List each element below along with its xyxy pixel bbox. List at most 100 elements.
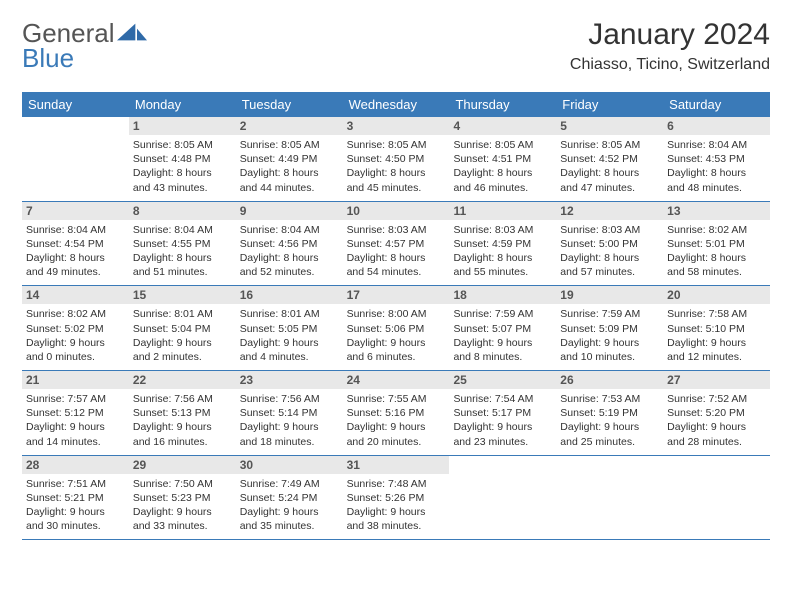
calendar-cell: 4 Sunrise: 8:05 AMSunset: 4:51 PMDaylight… <box>449 117 556 201</box>
cell-content: Sunrise: 8:03 AMSunset: 4:57 PMDaylight:… <box>347 223 446 280</box>
sunrise-text: Sunrise: 8:04 AM <box>26 223 125 237</box>
sunset-text: Sunset: 5:17 PM <box>453 406 552 420</box>
daylight-text: Daylight: 8 hours and 57 minutes. <box>560 251 659 279</box>
sunset-text: Sunset: 5:09 PM <box>560 322 659 336</box>
month-title: January 2024 <box>570 18 770 52</box>
calendar-cell: 9 Sunrise: 8:04 AMSunset: 4:56 PMDaylight… <box>236 202 343 286</box>
cell-content: Sunrise: 8:05 AMSunset: 4:51 PMDaylight:… <box>453 138 552 195</box>
week-row: 1Sunrise: 8:05 AMSunset: 4:48 PMDaylight… <box>22 117 770 202</box>
sunrise-text: Sunrise: 7:51 AM <box>26 477 125 491</box>
calendar-cell: 26 Sunrise: 7:53 AMSunset: 5:19 PMDayligh… <box>556 371 663 455</box>
daylight-text: Daylight: 9 hours and 10 minutes. <box>560 336 659 364</box>
daylight-text: Daylight: 9 hours and 35 minutes. <box>240 505 339 533</box>
date-number: 5 <box>556 117 663 135</box>
cell-content: Sunrise: 7:51 AMSunset: 5:21 PMDaylight:… <box>26 477 125 534</box>
sunset-text: Sunset: 5:21 PM <box>26 491 125 505</box>
cell-content: Sunrise: 8:04 AMSunset: 4:56 PMDaylight:… <box>240 223 339 280</box>
cell-content: Sunrise: 8:05 AMSunset: 4:48 PMDaylight:… <box>133 138 232 195</box>
brand-logo: General Blue <box>22 18 149 74</box>
sunrise-text: Sunrise: 8:05 AM <box>453 138 552 152</box>
daylight-text: Daylight: 9 hours and 25 minutes. <box>560 420 659 448</box>
sunrise-text: Sunrise: 8:05 AM <box>560 138 659 152</box>
date-number: 21 <box>22 371 129 389</box>
sunrise-text: Sunrise: 8:05 AM <box>133 138 232 152</box>
cell-content: Sunrise: 7:53 AMSunset: 5:19 PMDaylight:… <box>560 392 659 449</box>
day-header: Saturday <box>663 92 770 117</box>
date-number: 30 <box>236 456 343 474</box>
daylight-text: Daylight: 9 hours and 30 minutes. <box>26 505 125 533</box>
header-right: January 2024 Chiasso, Ticino, Switzerlan… <box>570 18 770 74</box>
cell-content: Sunrise: 8:00 AMSunset: 5:06 PMDaylight:… <box>347 307 446 364</box>
calendar-cell: 13Sunrise: 8:02 AMSunset: 5:01 PMDayligh… <box>663 202 770 286</box>
date-number: 27 <box>663 371 770 389</box>
cell-content: Sunrise: 7:58 AMSunset: 5:10 PMDaylight:… <box>667 307 766 364</box>
calendar-cell: 25Sunrise: 7:54 AMSunset: 5:17 PMDayligh… <box>449 371 556 455</box>
cell-content: Sunrise: 7:59 AMSunset: 5:07 PMDaylight:… <box>453 307 552 364</box>
sunrise-text: Sunrise: 7:54 AM <box>453 392 552 406</box>
cell-content: Sunrise: 8:03 AMSunset: 4:59 PMDaylight:… <box>453 223 552 280</box>
sunrise-text: Sunrise: 8:00 AM <box>347 307 446 321</box>
daylight-text: Daylight: 9 hours and 20 minutes. <box>347 420 446 448</box>
cell-content: Sunrise: 7:50 AMSunset: 5:23 PMDaylight:… <box>133 477 232 534</box>
cell-content: Sunrise: 8:01 AMSunset: 5:05 PMDaylight:… <box>240 307 339 364</box>
sunset-text: Sunset: 4:53 PM <box>667 152 766 166</box>
date-number: 18 <box>449 286 556 304</box>
location-subtitle: Chiasso, Ticino, Switzerland <box>570 56 770 74</box>
brand-sail-icon <box>115 22 149 42</box>
cell-content: Sunrise: 7:56 AMSunset: 5:13 PMDaylight:… <box>133 392 232 449</box>
date-number: 22 <box>129 371 236 389</box>
sunset-text: Sunset: 5:06 PM <box>347 322 446 336</box>
sunrise-text: Sunrise: 8:03 AM <box>560 223 659 237</box>
sunset-text: Sunset: 5:00 PM <box>560 237 659 251</box>
cell-content: Sunrise: 8:04 AMSunset: 4:55 PMDaylight:… <box>133 223 232 280</box>
sunset-text: Sunset: 5:13 PM <box>133 406 232 420</box>
cell-content: Sunrise: 8:05 AMSunset: 4:50 PMDaylight:… <box>347 138 446 195</box>
cell-content: Sunrise: 8:02 AMSunset: 5:02 PMDaylight:… <box>26 307 125 364</box>
date-number: 10 <box>343 202 450 220</box>
date-number: 29 <box>129 456 236 474</box>
daylight-text: Daylight: 8 hours and 54 minutes. <box>347 251 446 279</box>
daylight-text: Daylight: 8 hours and 45 minutes. <box>347 166 446 194</box>
daylight-text: Daylight: 8 hours and 47 minutes. <box>560 166 659 194</box>
day-header: Wednesday <box>343 92 450 117</box>
daylight-text: Daylight: 9 hours and 33 minutes. <box>133 505 232 533</box>
sunrise-text: Sunrise: 7:53 AM <box>560 392 659 406</box>
cell-content: Sunrise: 8:01 AMSunset: 5:04 PMDaylight:… <box>133 307 232 364</box>
calendar-cell: 16Sunrise: 8:01 AMSunset: 5:05 PMDayligh… <box>236 286 343 370</box>
sunrise-text: Sunrise: 8:04 AM <box>133 223 232 237</box>
sunrise-text: Sunrise: 8:02 AM <box>667 223 766 237</box>
cell-content: Sunrise: 7:55 AMSunset: 5:16 PMDaylight:… <box>347 392 446 449</box>
calendar-cell <box>449 456 556 540</box>
calendar-cell: 19Sunrise: 7:59 AMSunset: 5:09 PMDayligh… <box>556 286 663 370</box>
sunset-text: Sunset: 4:57 PM <box>347 237 446 251</box>
date-number: 23 <box>236 371 343 389</box>
date-number: 7 <box>22 202 129 220</box>
daylight-text: Daylight: 8 hours and 43 minutes. <box>133 166 232 194</box>
sunset-text: Sunset: 5:19 PM <box>560 406 659 420</box>
calendar-cell: 29 Sunrise: 7:50 AMSunset: 5:23 PMDayligh… <box>129 456 236 540</box>
day-header-row: Sunday Monday Tuesday Wednesday Thursday… <box>22 92 770 117</box>
calendar-cell: 12Sunrise: 8:03 AMSunset: 5:00 PMDayligh… <box>556 202 663 286</box>
daylight-text: Daylight: 8 hours and 44 minutes. <box>240 166 339 194</box>
week-row: 14Sunrise: 8:02 AMSunset: 5:02 PMDayligh… <box>22 286 770 371</box>
calendar-cell: 8Sunrise: 8:04 AMSunset: 4:55 PMDaylight… <box>129 202 236 286</box>
day-header: Monday <box>129 92 236 117</box>
sunset-text: Sunset: 4:55 PM <box>133 237 232 251</box>
sunset-text: Sunset: 5:10 PM <box>667 322 766 336</box>
calendar-cell: 31Sunrise: 7:48 AMSunset: 5:26 PMDayligh… <box>343 456 450 540</box>
sunrise-text: Sunrise: 7:50 AM <box>133 477 232 491</box>
sunrise-text: Sunrise: 8:03 AM <box>453 223 552 237</box>
cell-content: Sunrise: 8:03 AMSunset: 5:00 PMDaylight:… <box>560 223 659 280</box>
date-number: 6 <box>663 117 770 135</box>
date-number: 19 <box>556 286 663 304</box>
date-number: 26 <box>556 371 663 389</box>
daylight-text: Daylight: 9 hours and 0 minutes. <box>26 336 125 364</box>
daylight-text: Daylight: 8 hours and 52 minutes. <box>240 251 339 279</box>
day-header: Tuesday <box>236 92 343 117</box>
date-number: 4 <box>449 117 556 135</box>
cell-content: Sunrise: 7:52 AMSunset: 5:20 PMDaylight:… <box>667 392 766 449</box>
date-number: 9 <box>236 202 343 220</box>
calendar-cell: 7Sunrise: 8:04 AMSunset: 4:54 PMDaylight… <box>22 202 129 286</box>
calendar-cell: 21Sunrise: 7:57 AMSunset: 5:12 PMDayligh… <box>22 371 129 455</box>
date-number: 17 <box>343 286 450 304</box>
